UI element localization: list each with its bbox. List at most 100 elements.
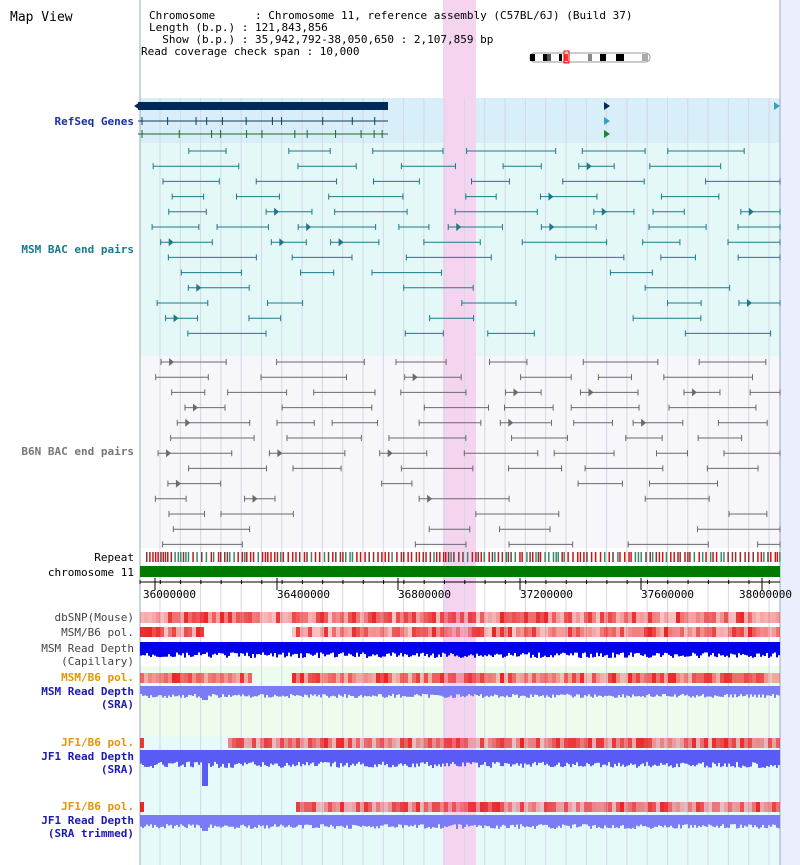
polymorphism-cell: [548, 802, 552, 812]
read-depth-bar: [686, 686, 688, 695]
read-depth-bar: [218, 686, 220, 698]
read-depth-bar: [428, 686, 430, 698]
polymorphism-cell: [524, 802, 528, 812]
polymorphism-cell: [356, 802, 360, 812]
polymorphism-cell: [308, 612, 312, 623]
polymorphism-cell: [304, 673, 308, 683]
polymorphism-cell: [472, 612, 476, 623]
chromosome-ideogram[interactable]: [529, 50, 651, 64]
track-label-refseq[interactable]: RefSeq Genes: [54, 115, 134, 128]
track-label-msm-depth-sra[interactable]: MSM Read Depth: [41, 685, 134, 698]
track-label-dbsnp[interactable]: dbSNP(Mouse): [54, 611, 134, 624]
read-depth-bar: [630, 815, 632, 829]
polymorphism-cell: [648, 673, 652, 683]
read-depth-bar: [202, 815, 204, 831]
polymorphism-cell: [412, 612, 416, 623]
read-depth-bar: [146, 815, 148, 825]
repeat-mark: [480, 552, 483, 562]
read-depth-bar: [174, 750, 176, 763]
read-depth-bar: [286, 642, 288, 657]
read-depth-bar: [322, 815, 324, 825]
polymorphism-cell: [560, 673, 564, 683]
read-depth-bar: [706, 750, 708, 766]
read-depth-bar: [208, 642, 210, 657]
read-depth-bar: [720, 642, 722, 656]
read-depth-bar: [602, 642, 604, 658]
track-label-jf1-b6-pol-trim[interactable]: JF1/B6 pol.: [61, 800, 134, 813]
read-depth-bar: [340, 686, 342, 696]
repeat-mark: [450, 552, 452, 562]
read-depth-bar: [682, 642, 684, 656]
read-depth-bar: [366, 686, 368, 697]
read-depth-bar: [682, 815, 684, 826]
polymorphism-cell: [520, 673, 524, 683]
polymorphism-cell: [464, 627, 468, 637]
read-depth-bar: [696, 686, 698, 696]
read-depth-bar: [162, 815, 164, 827]
polymorphism-cell: [304, 612, 308, 623]
read-depth-bar: [324, 642, 326, 657]
track-label-msm-depth-cap[interactable]: MSM Read Depth: [41, 642, 134, 655]
read-depth-bar: [576, 750, 578, 763]
read-depth-bar: [158, 686, 160, 696]
read-depth-bar: [630, 686, 632, 698]
read-depth-bar: [298, 750, 300, 763]
read-depth-bar: [772, 750, 774, 767]
polymorphism-cell: [644, 673, 648, 683]
read-depth-bar: [770, 750, 772, 765]
track-label-msm-b6-pol-sra[interactable]: MSM/B6 pol.: [61, 671, 134, 684]
read-depth-bar: [504, 686, 506, 698]
repeat-mark: [422, 552, 424, 562]
read-depth-bar: [486, 686, 488, 696]
polymorphism-cell: [444, 612, 448, 623]
polymorphism-cell: [492, 802, 496, 812]
polymorphism-cell: [268, 612, 272, 623]
read-depth-bar: [378, 686, 380, 694]
read-depth-bar: [288, 642, 290, 653]
polymorphism-cell: [556, 673, 560, 683]
polymorphism-cell: [712, 738, 716, 748]
repeat-mark: [201, 552, 203, 562]
read-depth-bar: [172, 750, 174, 764]
polymorphism-cell: [608, 612, 612, 623]
read-depth-bar: [520, 686, 522, 696]
read-depth-bar: [626, 750, 628, 766]
read-depth-bar: [672, 642, 674, 658]
read-depth-bar: [558, 750, 560, 763]
track-label-msm-bac[interactable]: MSM BAC end pairs: [21, 243, 134, 256]
track-label-b6n-bac[interactable]: B6N BAC end pairs: [21, 445, 134, 458]
read-depth-bar: [698, 750, 700, 764]
read-depth-bar: [320, 750, 322, 762]
track-label-msm-b6-pol[interactable]: MSM/B6 pol.: [61, 626, 134, 639]
read-depth-bar: [470, 642, 472, 655]
read-depth-bar: [368, 686, 370, 697]
read-depth-bar: [526, 815, 528, 827]
read-depth-bar: [488, 750, 490, 767]
track-label-jf1-b6-pol[interactable]: JF1/B6 pol.: [61, 736, 134, 749]
repeat-mark: [684, 552, 686, 562]
read-depth-bar: [468, 686, 470, 695]
polymorphism-cell: [576, 627, 580, 637]
read-depth-bar: [758, 815, 760, 829]
polymorphism-cell: [752, 673, 756, 683]
read-depth-bar: [260, 815, 262, 827]
track-label-jf1-depth[interactable]: JF1 Read Depth: [41, 750, 134, 763]
read-depth-bar: [222, 750, 224, 764]
polymorphism-cell: [504, 612, 508, 623]
read-depth-bar: [520, 642, 522, 655]
polymorphism-cell: [232, 738, 236, 748]
msm-bac-arrow: [586, 162, 592, 171]
polymorphism-cell: [292, 627, 296, 637]
polymorphism-cell: [396, 612, 400, 623]
track-label-jf1-depth-trim[interactable]: JF1 Read Depth: [41, 814, 134, 827]
read-depth-bar: [452, 686, 454, 698]
read-depth-bar: [448, 815, 450, 827]
read-depth-bar: [302, 815, 304, 829]
chromosome-info: Chromosome : Chromosome 11, reference as…: [149, 9, 633, 22]
read-depth-bar: [522, 686, 524, 696]
read-depth-bar: [530, 750, 532, 767]
read-depth-bar: [454, 815, 456, 825]
polymorphism-cell: [340, 802, 344, 812]
polymorphism-cell: [732, 738, 736, 748]
read-depth-bar: [586, 642, 588, 657]
